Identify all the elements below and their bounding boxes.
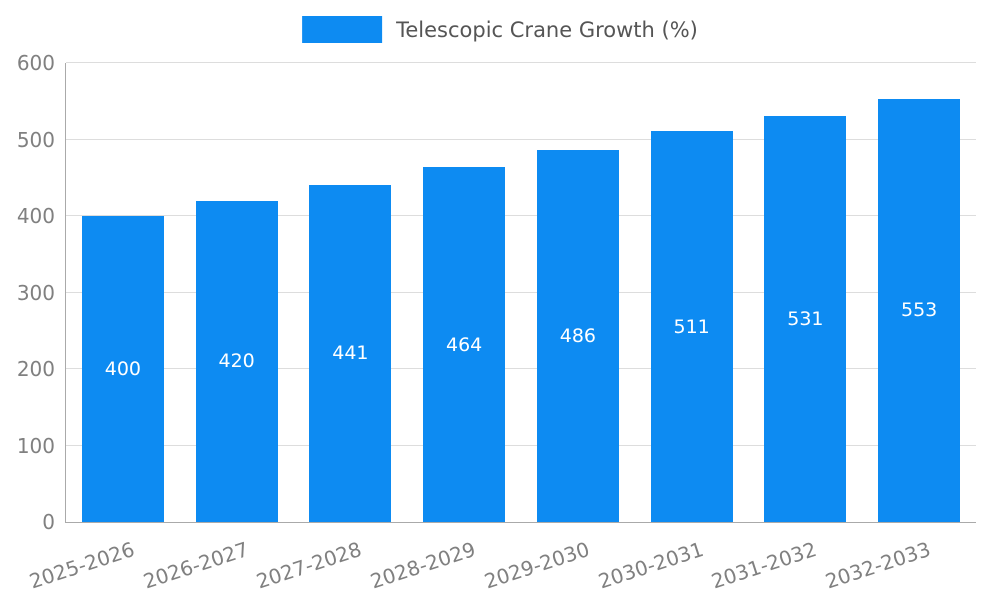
x-tick-label: 2032-2033 <box>822 537 934 594</box>
legend-label: Telescopic Crane Growth (%) <box>396 17 698 42</box>
gridline <box>66 138 976 140</box>
gridline <box>66 62 976 63</box>
y-tick-label: 500 <box>16 127 55 152</box>
bar-series: 400 420 441 464 486 511 531 553 <box>66 63 976 522</box>
bar: 553 <box>878 98 961 522</box>
x-tick-label: 2026-2027 <box>139 537 252 594</box>
bar-slot: 420 <box>180 63 294 522</box>
chart-legend: Telescopic Crane Growth (%) <box>302 16 698 43</box>
y-tick-label: 0 <box>42 510 55 534</box>
bar: 486 <box>536 150 619 522</box>
bar: 441 <box>309 184 392 522</box>
bar-slot: 400 <box>66 63 180 522</box>
y-tick-label: 400 <box>16 204 55 228</box>
bar: 511 <box>650 131 733 522</box>
gridline <box>66 291 976 293</box>
bar: 400 <box>81 216 164 522</box>
x-tick-label: 2027-2028 <box>253 537 365 594</box>
bar: 420 <box>195 200 278 522</box>
legend-swatch <box>302 16 383 43</box>
x-tick-label: 2028-2029 <box>367 537 479 594</box>
bar-value-label: 486 <box>559 325 596 348</box>
x-tick-label: 2029-2030 <box>481 537 593 594</box>
bar-value-label: 531 <box>787 307 824 330</box>
y-tick-label: 600 <box>16 51 55 75</box>
gridline <box>66 215 976 217</box>
bar: 464 <box>423 167 506 522</box>
bar-slot: 441 <box>294 63 408 522</box>
y-tick-label: 300 <box>16 280 55 305</box>
gridline <box>66 444 976 446</box>
bar-slot: 531 <box>749 63 863 522</box>
bar-value-label: 400 <box>104 358 141 380</box>
bar-value-label: 553 <box>900 299 938 322</box>
plot-area: 400 420 441 464 486 511 531 553 <box>65 62 976 523</box>
bar-value-label: 511 <box>673 315 710 338</box>
bar-slot: 464 <box>407 63 521 522</box>
x-tick-label: 2031-2032 <box>708 537 820 594</box>
x-tick-label: 2025-2026 <box>26 537 138 594</box>
bar-slot: 553 <box>862 63 976 522</box>
bar-slot: 486 <box>521 63 635 522</box>
y-axis: 0 100 200 300 400 500 600 <box>0 52 55 533</box>
bar-value-label: 464 <box>445 333 483 356</box>
bar: 531 <box>764 115 847 522</box>
bar-slot: 511 <box>635 63 749 522</box>
bar-value-label: 441 <box>332 342 369 365</box>
bar-value-label: 420 <box>218 350 255 373</box>
y-tick-label: 200 <box>16 357 55 381</box>
x-axis: 2025-2026 2026-2027 2027-2028 2028-2029 2029… <box>26 527 975 597</box>
gridline <box>66 368 976 370</box>
y-tick-label: 100 <box>16 433 55 458</box>
x-tick-label: 2030-2031 <box>594 537 707 594</box>
